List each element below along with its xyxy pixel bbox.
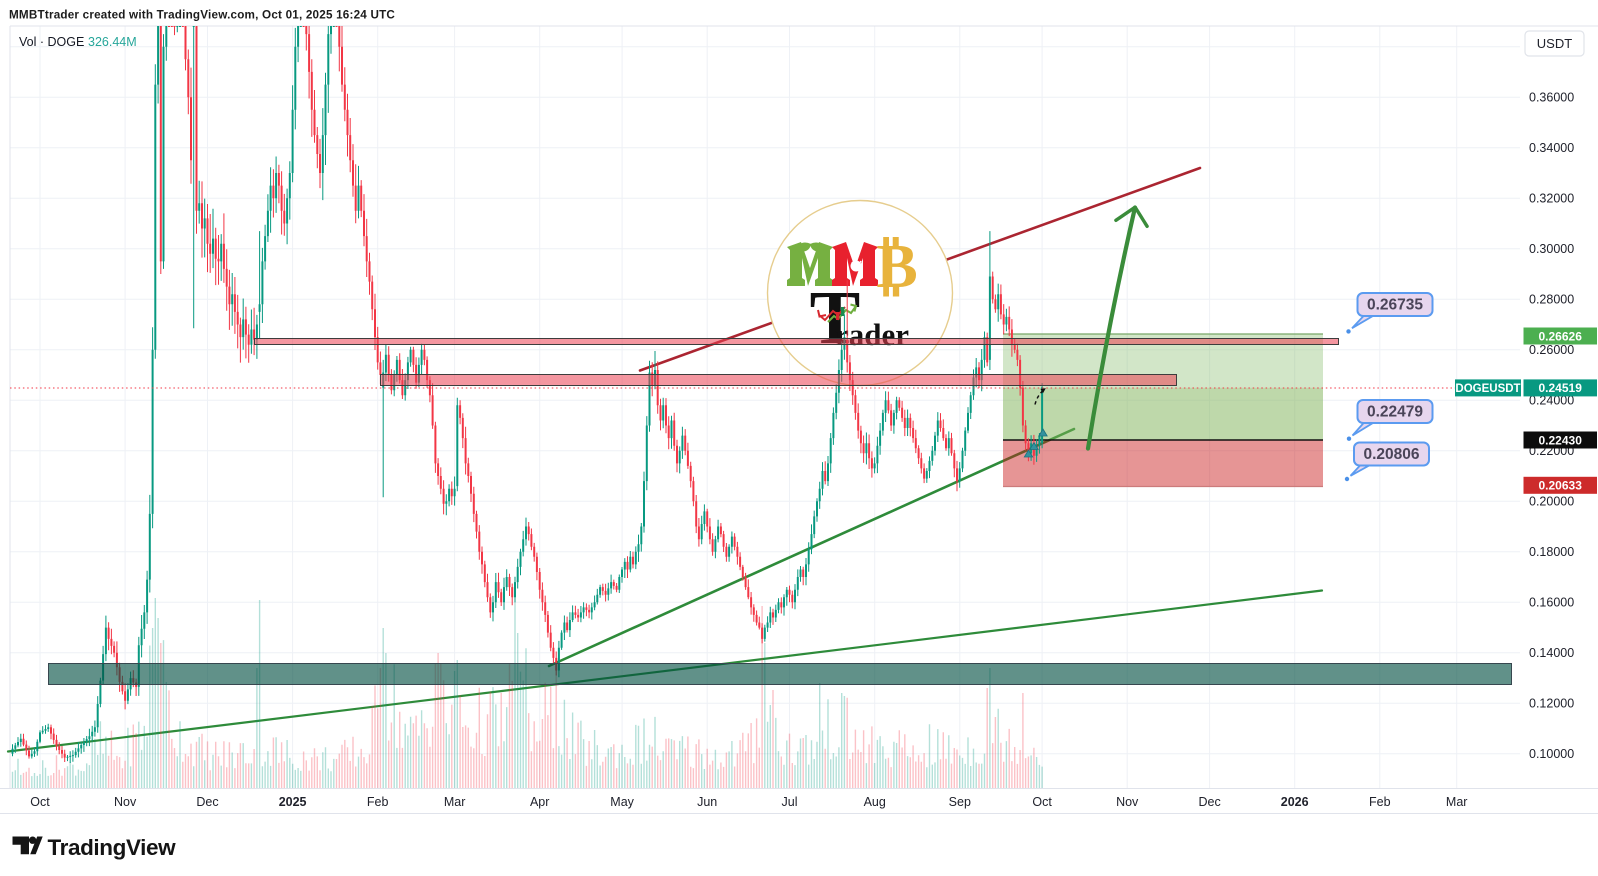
svg-text:₿: ₿: [876, 233, 917, 301]
svg-text:326.44M: 326.44M: [88, 35, 137, 49]
svg-text:TradingView: TradingView: [48, 835, 177, 860]
svg-text:Sep: Sep: [949, 795, 971, 809]
svg-text:0.20806: 0.20806: [1363, 446, 1419, 463]
svg-text:0.24000: 0.24000: [1529, 394, 1574, 408]
svg-text:0.20633: 0.20633: [1539, 479, 1583, 493]
svg-text:0.22479: 0.22479: [1367, 404, 1423, 421]
svg-text:May: May: [610, 795, 634, 809]
svg-text:Aug: Aug: [864, 795, 886, 809]
svg-text:DOGEUSDT: DOGEUSDT: [1455, 383, 1520, 395]
svg-text:rader: rader: [835, 317, 909, 352]
svg-text:0.24519: 0.24519: [1539, 381, 1583, 395]
svg-text:0.16000: 0.16000: [1529, 596, 1574, 610]
svg-text:Jun: Jun: [697, 795, 717, 809]
svg-text:0.34000: 0.34000: [1529, 141, 1574, 155]
svg-text:0.30000: 0.30000: [1529, 242, 1574, 256]
svg-text:Oct: Oct: [30, 795, 50, 809]
svg-text:Mar: Mar: [1446, 795, 1468, 809]
svg-text:0.12000: 0.12000: [1529, 697, 1574, 711]
svg-text:Apr: Apr: [530, 795, 549, 809]
svg-text:Nov: Nov: [114, 795, 137, 809]
svg-text:MMBTtrader created with Tradin: MMBTtrader created with TradingView.com,…: [9, 9, 395, 22]
svg-text:0.28000: 0.28000: [1529, 292, 1574, 306]
svg-text:T: T: [810, 276, 861, 360]
svg-text:0.36000: 0.36000: [1529, 90, 1574, 104]
svg-text:0.26000: 0.26000: [1529, 343, 1574, 357]
svg-text:0.18000: 0.18000: [1529, 545, 1574, 559]
svg-text:Dec: Dec: [196, 795, 218, 809]
svg-text:0.14000: 0.14000: [1529, 646, 1574, 660]
svg-text:0.26626: 0.26626: [1539, 329, 1583, 343]
svg-text:Nov: Nov: [1116, 795, 1139, 809]
svg-text:2025: 2025: [279, 795, 307, 809]
svg-text:Vol · DOGE: Vol · DOGE: [19, 35, 84, 49]
svg-text:2026: 2026: [1281, 795, 1309, 809]
svg-text:0.32000: 0.32000: [1529, 191, 1574, 205]
svg-text:USDT: USDT: [1537, 36, 1572, 51]
svg-text:0.26735: 0.26735: [1367, 297, 1423, 314]
svg-text:Feb: Feb: [1369, 795, 1391, 809]
svg-text:Feb: Feb: [367, 795, 389, 809]
svg-text:0.20000: 0.20000: [1529, 495, 1574, 509]
svg-text:0.22430: 0.22430: [1539, 433, 1583, 447]
svg-text:0.10000: 0.10000: [1529, 747, 1574, 761]
svg-text:Oct: Oct: [1032, 795, 1052, 809]
svg-text:Dec: Dec: [1198, 795, 1220, 809]
svg-text:Jul: Jul: [782, 795, 798, 809]
svg-text:Mar: Mar: [444, 795, 466, 809]
